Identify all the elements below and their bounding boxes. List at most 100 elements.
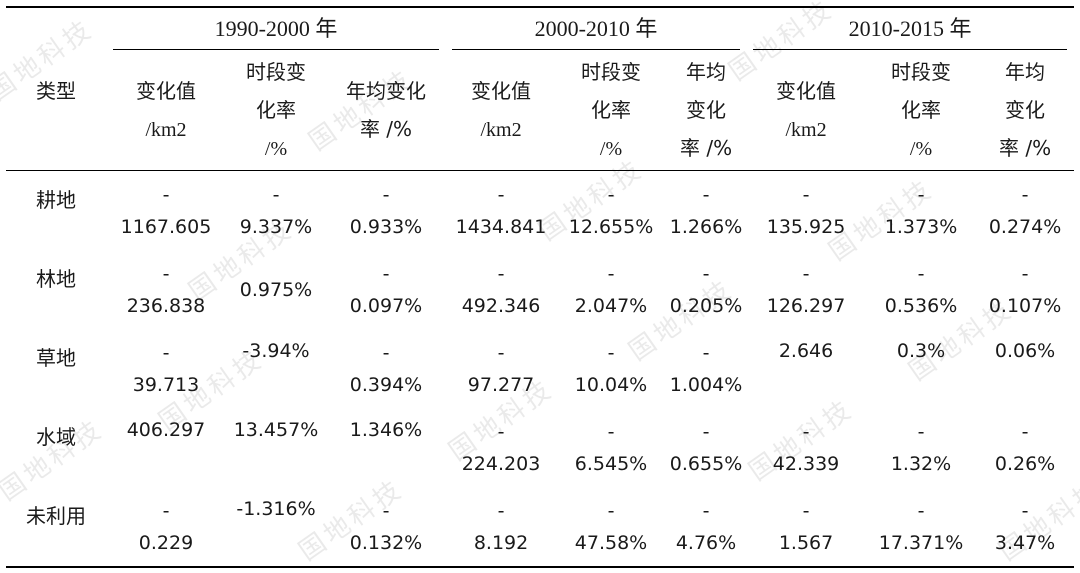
table-cell: - 9.337% [226,171,326,251]
table-cell: - 224.203 [446,408,556,487]
cell-dash: - [802,499,810,522]
cell-value: 6.545% [574,452,648,475]
subcol-header: 年均变化率 /% [998,60,1052,160]
table-cell: - 492.346 [446,250,556,329]
cell-dash: - [702,341,710,364]
subcolumn-header-row: 变化值/km2 时段变 化率/% 年均变化率 /% 变化值/km2 时段变 化率/%… [6,50,1075,171]
table-cell: 13.457% [226,408,326,487]
period-header-3: 2010-2015 年 [746,6,1075,50]
cell-value: 97.277 [467,373,535,396]
cell-dash: - [702,420,710,443]
cell-dash: - [162,183,170,206]
cell-value: 8.192 [473,531,529,554]
cell-dash: - [607,262,615,285]
cell-dash: - [607,183,615,206]
cell-value: 224.203 [461,452,541,475]
cell-dash: - [1021,262,1029,285]
cell-value: 0.06% [994,339,1056,362]
table-cell: - 0.536% [866,250,976,329]
cell-value: 3.47% [994,531,1056,554]
cell-value: 4.76% [675,531,737,554]
cell-dash: - [702,499,710,522]
cell-value: 1.004% [669,373,743,396]
cell-dash: - [607,420,615,443]
cell-value: 0.107% [988,294,1062,317]
cell-value: 0.274% [988,215,1062,238]
table-cell: - 0.26% [976,408,1074,487]
table-cell: - 1.004% [666,329,746,408]
cell-value: 13.457% [233,418,319,441]
cell-dash: - [382,499,390,522]
table-cell: - 8.192 [446,487,556,567]
cell-value: 10.04% [574,373,648,396]
table-cell: - 0.229 [106,487,226,567]
subcol-header: 时段变 化率/% [581,59,642,160]
table-cell: - 0.132% [326,487,446,567]
land-use-change-table: 类型 1990-2000 年 2000-2010 年 2010-2015 年 变… [6,6,1075,568]
cell-value: 126.297 [766,294,846,317]
cell-value: 0.097% [349,294,423,317]
cell-dash: - [382,341,390,364]
table-cell: -1.316% [226,487,326,567]
header-corner: 类型 [6,6,106,171]
cell-dash: - [162,341,170,364]
table-cell: - 0.274% [976,171,1074,251]
row-type-label: 耕地 [36,188,76,212]
cell-value: 0.655% [669,452,743,475]
table-cell: - 2.047% [556,250,666,329]
cell-value: 1.32% [890,452,952,475]
cell-value: 0.26% [994,452,1056,475]
table-cell: 0.3% [866,329,976,408]
cell-value: 47.58% [574,531,648,554]
cell-dash: - [497,420,505,443]
table-cell: - 3.47% [976,487,1074,567]
subcol-header: 变化值/km2 [471,78,532,141]
table-cell: - 1.567 [746,487,866,567]
cell-value: 0.229 [138,531,194,554]
table-cell: - 0.205% [666,250,746,329]
row-type-label: 水域 [36,425,76,449]
table-cell: 406.297 [106,408,226,487]
table-row: 草地 - 39.713 -3.94% - 0.394% - 97.277 - 10.04% - 1.0… [6,329,1074,408]
cell-value: 39.713 [132,373,200,396]
table-row: 耕地 - 1167.605 - 9.337% - 0.933% - 1434.841 - 12.65… [6,171,1074,251]
cell-value: 236.838 [126,294,206,317]
cell-dash: - [802,420,810,443]
cell-value: 2.047% [574,294,648,317]
cell-value: 1.373% [884,215,958,238]
table-cell: - 6.545% [556,408,666,487]
table-cell: - 0.655% [666,408,746,487]
cell-dash: - [917,183,925,206]
table-cell: - 97.277 [446,329,556,408]
table-cell: - 236.838 [106,250,226,329]
cell-dash: - [272,183,280,206]
subcol-header: 年均变化率 /% [346,79,426,141]
period-label: 1990-2000 年 [112,9,440,50]
cell-value: 2.646 [778,339,834,362]
table-cell: - 126.297 [746,250,866,329]
cell-value: 42.339 [772,452,840,475]
cell-dash: - [162,499,170,522]
table-row: 未利用 - 0.229 -1.316% - 0.132% - 8.192 - 47.58% - 4.7… [6,487,1075,567]
table-cell: - 0.933% [326,171,446,251]
table-cell: - 1.373% [866,171,976,251]
cell-dash: - [917,262,925,285]
table-cell: - 4.76% [666,487,746,567]
cell-dash: - [162,262,170,285]
period-label: 2000-2010 年 [452,9,741,50]
cell-dash: - [497,183,505,206]
subcol-header: 变化值/km2 [776,78,837,141]
table-cell: 0.975% [226,250,326,329]
table-cell: - 17.371% [866,487,976,567]
cell-value: 1167.605 [120,215,212,238]
table-cell: - 0.394% [326,329,446,408]
cell-value: 1434.841 [455,215,547,238]
cell-value: 492.346 [461,294,541,317]
table-cell: 2.646 [746,329,866,408]
table-cell: - 1.266% [666,171,746,251]
cell-dash: - [802,262,810,285]
cell-value: 0.394% [349,373,423,396]
cell-value: 135.925 [766,215,846,238]
cell-dash: - [917,420,925,443]
table-cell: - 1434.841 [446,171,556,251]
